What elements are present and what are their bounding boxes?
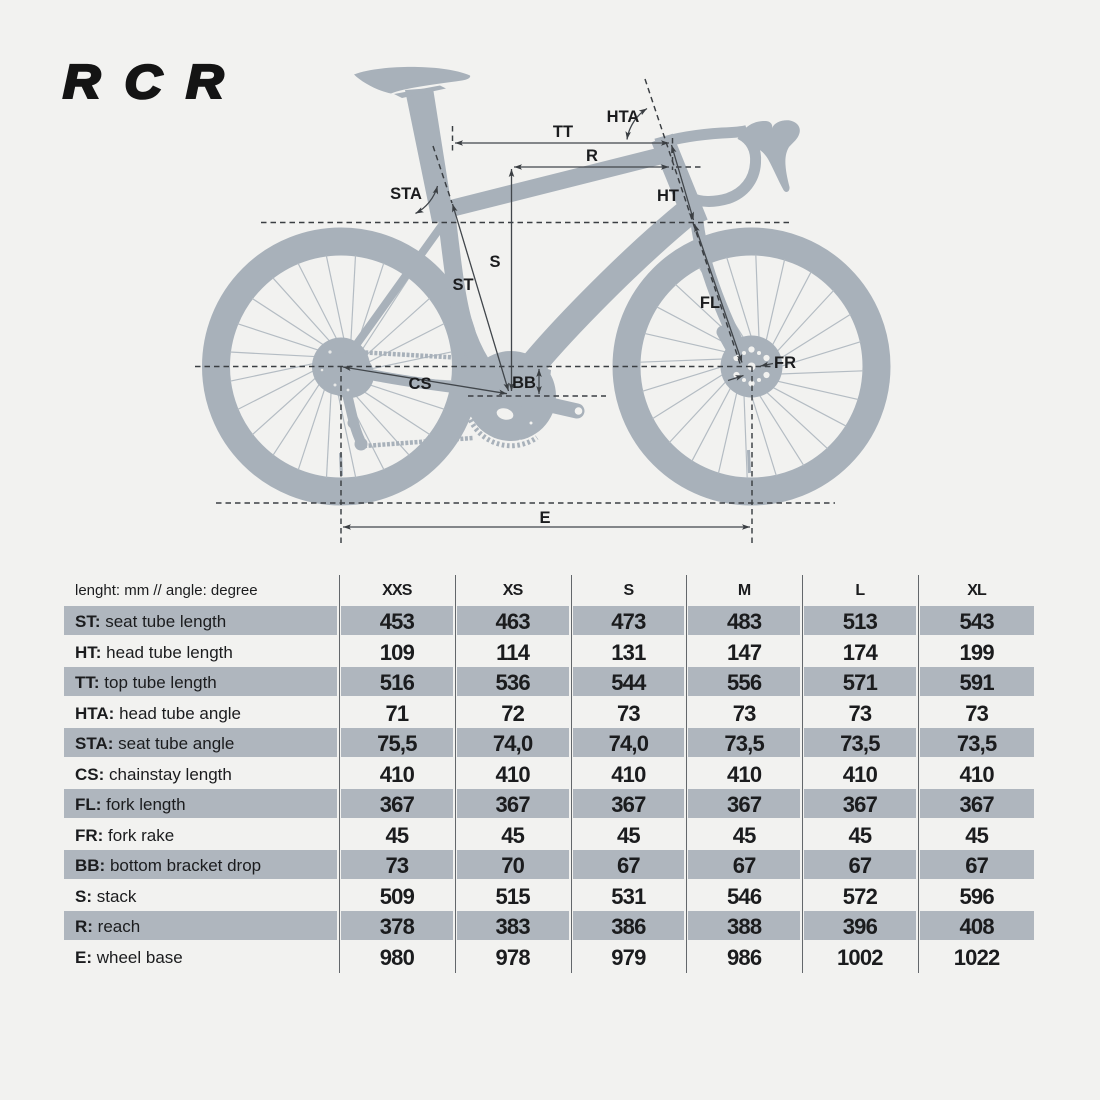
svg-text:E: E [539,509,550,527]
svg-text:STA: STA [390,185,422,203]
svg-text:HTA: HTA [607,108,640,126]
svg-text:FL: FL [700,294,720,312]
svg-text:ST: ST [452,276,473,294]
svg-text:CS: CS [409,375,432,393]
svg-text:FR: FR [774,354,796,372]
svg-text:HT: HT [657,187,679,205]
svg-text:BB: BB [512,374,536,392]
svg-text:R: R [586,147,598,165]
svg-text:S: S [489,253,500,271]
svg-text:TT: TT [553,123,573,141]
